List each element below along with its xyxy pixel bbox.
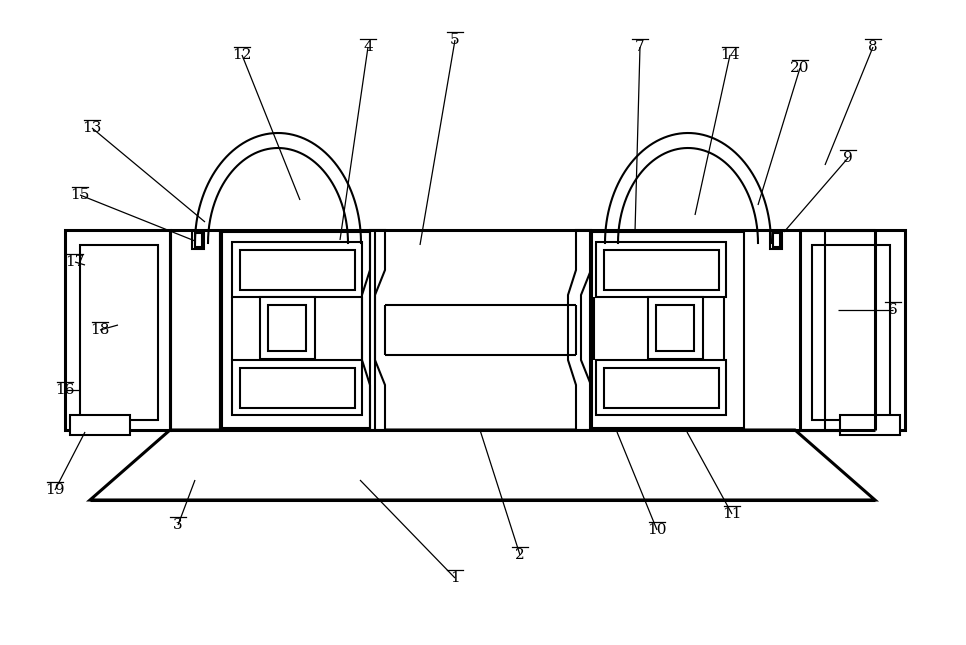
Bar: [592, 232, 744, 428]
Text: 10: 10: [647, 523, 667, 537]
Bar: [195, 233, 202, 247]
Text: 18: 18: [90, 323, 110, 337]
Bar: [222, 232, 374, 428]
Text: 13: 13: [82, 121, 101, 135]
Bar: [260, 297, 315, 359]
Bar: [80, 245, 158, 420]
Bar: [773, 233, 780, 247]
Bar: [604, 368, 719, 408]
Bar: [603, 231, 615, 249]
Text: 16: 16: [55, 383, 74, 397]
Text: 14: 14: [721, 48, 740, 62]
Text: 15: 15: [71, 188, 90, 202]
Text: 2: 2: [515, 548, 525, 562]
Bar: [70, 415, 130, 435]
Polygon shape: [568, 230, 591, 430]
Bar: [268, 305, 306, 351]
Bar: [232, 360, 362, 415]
Text: 7: 7: [636, 40, 645, 54]
Text: 8: 8: [868, 40, 878, 54]
Text: 11: 11: [723, 507, 742, 521]
Polygon shape: [362, 230, 385, 430]
Bar: [596, 242, 726, 297]
Bar: [812, 245, 890, 420]
Bar: [240, 250, 355, 290]
Bar: [358, 231, 370, 249]
Bar: [232, 242, 362, 297]
Bar: [65, 230, 170, 430]
Bar: [361, 233, 368, 247]
Bar: [840, 415, 900, 435]
Text: 12: 12: [232, 48, 252, 62]
Text: 19: 19: [45, 483, 65, 497]
Bar: [240, 368, 355, 408]
Bar: [656, 305, 694, 351]
Text: 1: 1: [450, 571, 460, 585]
Text: 3: 3: [173, 518, 183, 532]
Bar: [606, 233, 613, 247]
Text: 6: 6: [888, 303, 897, 317]
Bar: [648, 297, 703, 359]
Bar: [604, 250, 719, 290]
Bar: [800, 230, 905, 430]
Text: 5: 5: [450, 33, 460, 47]
Bar: [596, 360, 726, 415]
Polygon shape: [90, 430, 875, 500]
Text: 4: 4: [363, 40, 373, 54]
Text: 20: 20: [790, 61, 810, 75]
Text: 9: 9: [843, 151, 853, 165]
Bar: [770, 231, 782, 249]
Bar: [192, 231, 204, 249]
Text: 17: 17: [66, 255, 85, 269]
